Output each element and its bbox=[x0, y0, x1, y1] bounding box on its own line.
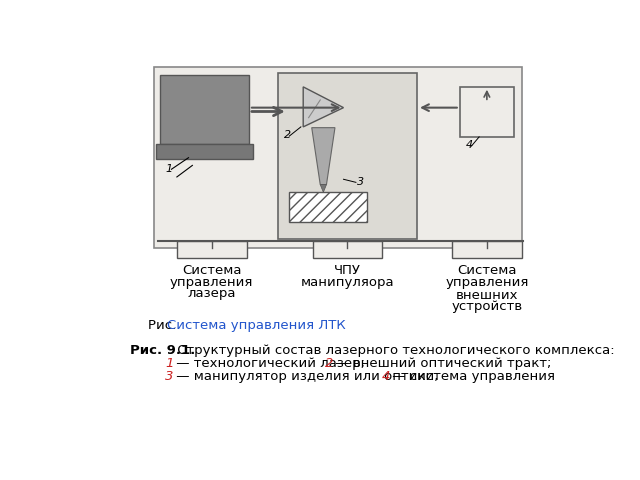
Text: Система управления ЛТК: Система управления ЛТК bbox=[167, 319, 346, 332]
Bar bbox=[156, 144, 253, 159]
Text: Структурный состав лазерного технологического комплекса:: Структурный состав лазерного технологиче… bbox=[173, 344, 614, 357]
Polygon shape bbox=[303, 87, 344, 127]
Text: управления: управления bbox=[445, 276, 529, 288]
Text: Система: Система bbox=[182, 264, 241, 277]
Text: манипуляора: манипуляора bbox=[301, 276, 394, 288]
Text: — внешний оптический тракт;: — внешний оптический тракт; bbox=[331, 357, 552, 370]
Bar bbox=[460, 87, 514, 137]
Text: управления: управления bbox=[170, 276, 253, 288]
Text: 3: 3 bbox=[358, 177, 365, 187]
Text: 2: 2 bbox=[324, 357, 333, 370]
Text: 2: 2 bbox=[284, 131, 291, 141]
Text: внешних: внешних bbox=[456, 288, 518, 301]
Bar bbox=[452, 241, 522, 258]
Polygon shape bbox=[320, 185, 326, 192]
Text: Рис.: Рис. bbox=[148, 319, 180, 332]
Bar bbox=[177, 241, 246, 258]
Text: Рис. 9.1.: Рис. 9.1. bbox=[131, 344, 196, 357]
Bar bbox=[278, 73, 417, 239]
Text: 4: 4 bbox=[466, 141, 473, 150]
Text: ЧПУ: ЧПУ bbox=[334, 264, 361, 277]
Text: 1: 1 bbox=[165, 164, 172, 174]
Text: устройств: устройств bbox=[451, 300, 522, 313]
Bar bbox=[312, 241, 382, 258]
Text: Система: Система bbox=[457, 264, 516, 277]
Bar bbox=[289, 192, 367, 222]
Bar bbox=[160, 74, 249, 144]
Bar bbox=[154, 67, 522, 248]
Text: 3: 3 bbox=[165, 370, 173, 383]
Text: 1: 1 bbox=[165, 357, 173, 370]
Text: — система управления: — система управления bbox=[388, 370, 555, 383]
Text: лазера: лазера bbox=[188, 287, 236, 300]
Text: — технологический лазер;: — технологический лазер; bbox=[172, 357, 369, 370]
Polygon shape bbox=[312, 128, 335, 185]
Text: 4: 4 bbox=[381, 370, 390, 383]
Text: — манипулятор изделия или оптики;: — манипулятор изделия или оптики; bbox=[172, 370, 443, 383]
